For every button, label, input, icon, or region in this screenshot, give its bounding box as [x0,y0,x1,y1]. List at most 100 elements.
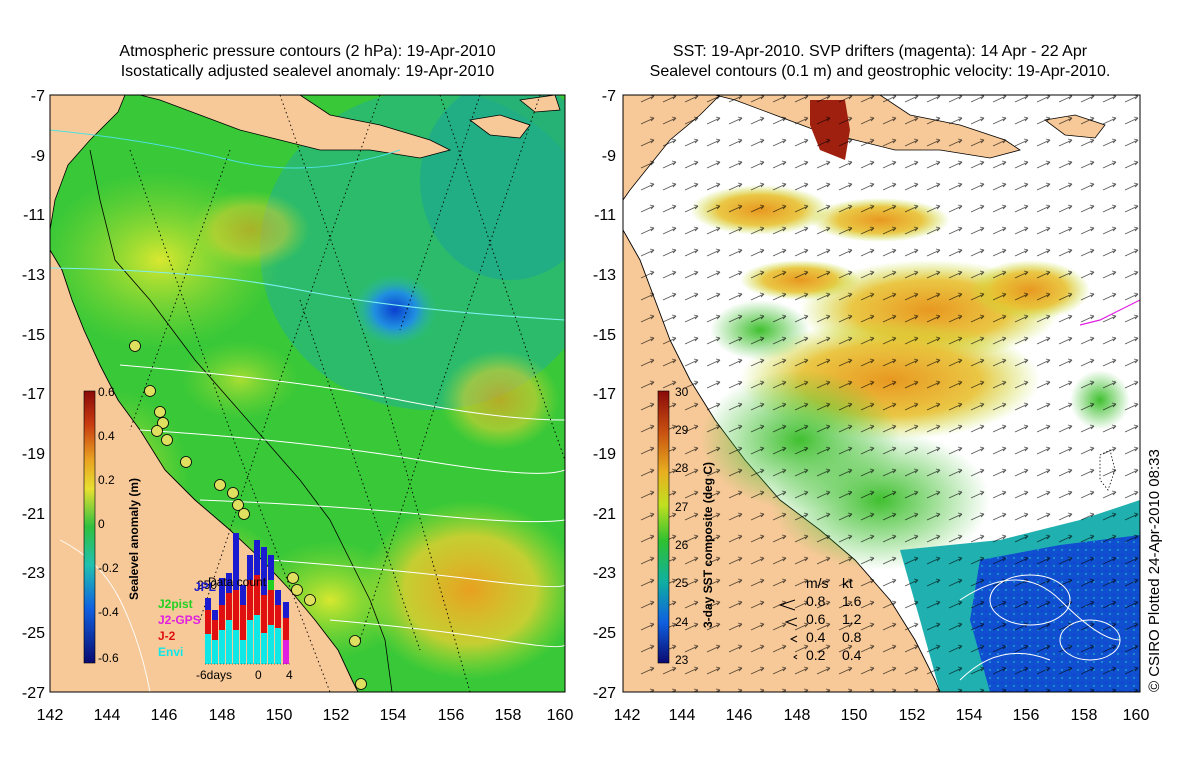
inset-legend-j2gps: J2-GPS [158,613,201,627]
tide-gauges [129,340,367,690]
lon-label: 142 [37,707,64,724]
svp-drifter-track [1079,299,1140,326]
left-lon-labels: 142 144 146 148 150 152 154 156 158 160 [37,707,574,724]
inset-legend-j2pist: J2pist [158,597,193,611]
lat-label: -17 [22,386,45,403]
lat-label: -7 [602,88,616,105]
sla-low-eddy [353,274,437,346]
velocity-legend-kt-header: kt [842,575,853,591]
lat-label: -17 [593,386,616,403]
sla-tick-0.6: 0.6 [98,385,115,399]
inset-legend-j2: J-2 [158,629,176,643]
lon-label: 156 [1013,707,1040,724]
sst-tick-25: 25 [675,576,689,590]
right-title-line1: SST: 19-Apr-2010. SVP drifters (magenta)… [672,43,1088,60]
lon-label: 150 [266,707,293,724]
velocity-legend-ms-3: 0.2 [806,647,826,663]
right-lon-labels: 142 144 146 148 150 152 154 156 158 160 [614,707,1150,724]
right-colorbar-label: 3-day SST composite (deg C) [701,462,715,628]
lon-label: 146 [726,707,753,724]
velocity-legend: m/s kt 0.8 1.6 0.6 1.2 0.4 0.8 0.2 0.4 [778,575,862,663]
lon-label: 144 [94,707,121,724]
velocity-legend-kt-2: 0.8 [842,629,862,645]
left-land-australia [50,249,359,692]
left-colorbar-label: Sealevel anomaly (m) [127,478,141,600]
lon-label: 156 [438,707,465,724]
lon-label: 160 [547,707,574,724]
sla-tick-neg0.4: -0.4 [98,605,119,619]
sla-tick-0.4: 0.4 [98,429,115,443]
sst-tick-26: 26 [675,538,689,552]
sst-tick-23: 23 [675,653,689,667]
sst-tick-30: 30 [675,385,689,399]
sst-tick-28: 28 [675,461,689,475]
lat-label: -7 [31,88,45,105]
lat-label: -9 [31,148,45,165]
left-lat-labels: -7 -9 -11 -13 -15 -17 -19 -21 -23 -25 -2… [22,88,45,702]
velocity-legend-kt-0: 1.6 [842,593,862,609]
lon-label: 154 [380,707,407,724]
lon-label: 152 [323,707,350,724]
lat-label: -25 [593,625,616,642]
velocity-legend-ms-2: 0.4 [806,629,826,645]
inset-xlabel-minus6: -6days [196,668,232,682]
left-map-frame [49,94,566,693]
lat-label: -23 [22,565,45,582]
lat-label: -23 [593,565,616,582]
velocity-legend-kt-1: 1.2 [842,611,862,627]
sst-tick-29: 29 [675,423,689,437]
velocity-legend-ms-header: m/s [806,575,829,591]
lon-label: 150 [841,707,868,724]
right-title-line2: Sealevel contours (0.1 m) and geostrophi… [649,63,1111,80]
lon-label: 148 [784,707,811,724]
left-land-png [139,95,452,159]
lat-label: -19 [22,446,45,463]
lat-label: -13 [22,267,45,284]
left-title-line2: Isostatically adjusted sealevel anomaly:… [120,63,495,80]
lon-label: 152 [899,707,926,724]
sla-tick-neg0.6: -0.6 [98,651,119,665]
right-colorbar-ticks: 30 29 28 27 26 25 24 23 [675,385,689,667]
credit-text: © CSIRO Plotted 24-Apr-2010 08:33 [1146,449,1163,692]
sst-tick-27: 27 [675,500,689,514]
lat-label: -11 [594,207,616,224]
velocity-legend-ms-0: 0.8 [806,593,826,609]
lon-label: 158 [1071,707,1098,724]
lat-label: -9 [602,148,616,165]
inset-xlabel-4: 4 [286,668,293,682]
inset-legend-envi: Envi [158,645,183,659]
lat-label: -11 [23,207,45,224]
right-colorbar [657,390,670,664]
sla-tick-neg0.2: -0.2 [98,561,119,575]
left-land-queensland-north [50,95,126,231]
lon-label: 146 [151,707,178,724]
lat-label: -15 [593,327,616,344]
velocity-legend-kt-3: 0.4 [842,647,862,663]
sla-tick-0: 0 [98,517,105,531]
left-colorbar [83,390,96,664]
lon-label: 158 [495,707,522,724]
lat-label: -21 [22,506,45,523]
lat-label: -21 [593,506,616,523]
inset-title: Data count [208,575,267,589]
lat-label: -19 [593,446,616,463]
right-map [623,95,1140,692]
data-count-inset: 250 Data count JPL J2pist J2-GPS J-2 Env… [158,533,293,682]
sst-tick-24: 24 [675,615,689,629]
velocity-legend-ms-1: 0.6 [806,611,826,627]
lon-label: 154 [956,707,983,724]
inset-xlabel-0: 0 [255,668,262,682]
lon-label: 160 [1123,707,1150,724]
lat-label: -25 [22,625,45,642]
lon-label: 144 [669,707,696,724]
geostrophic-velocity-arrows [640,95,1140,692]
inset-count-label: 250 [197,578,217,592]
lon-label: 148 [209,707,236,724]
left-title-line1: Atmospheric pressure contours (2 hPa): 1… [119,43,496,60]
left-colorbar-ticks: 0.6 0.4 0.2 0 -0.2 -0.4 -0.6 [98,385,119,665]
right-title: SST: 19-Apr-2010. SVP drifters (magenta)… [600,42,1160,82]
right-lat-labels: -7 -9 -11 -13 -15 -17 -19 -21 -23 -25 -2… [593,88,616,702]
lat-label: -27 [593,685,616,702]
right-map-frame [622,94,1141,693]
